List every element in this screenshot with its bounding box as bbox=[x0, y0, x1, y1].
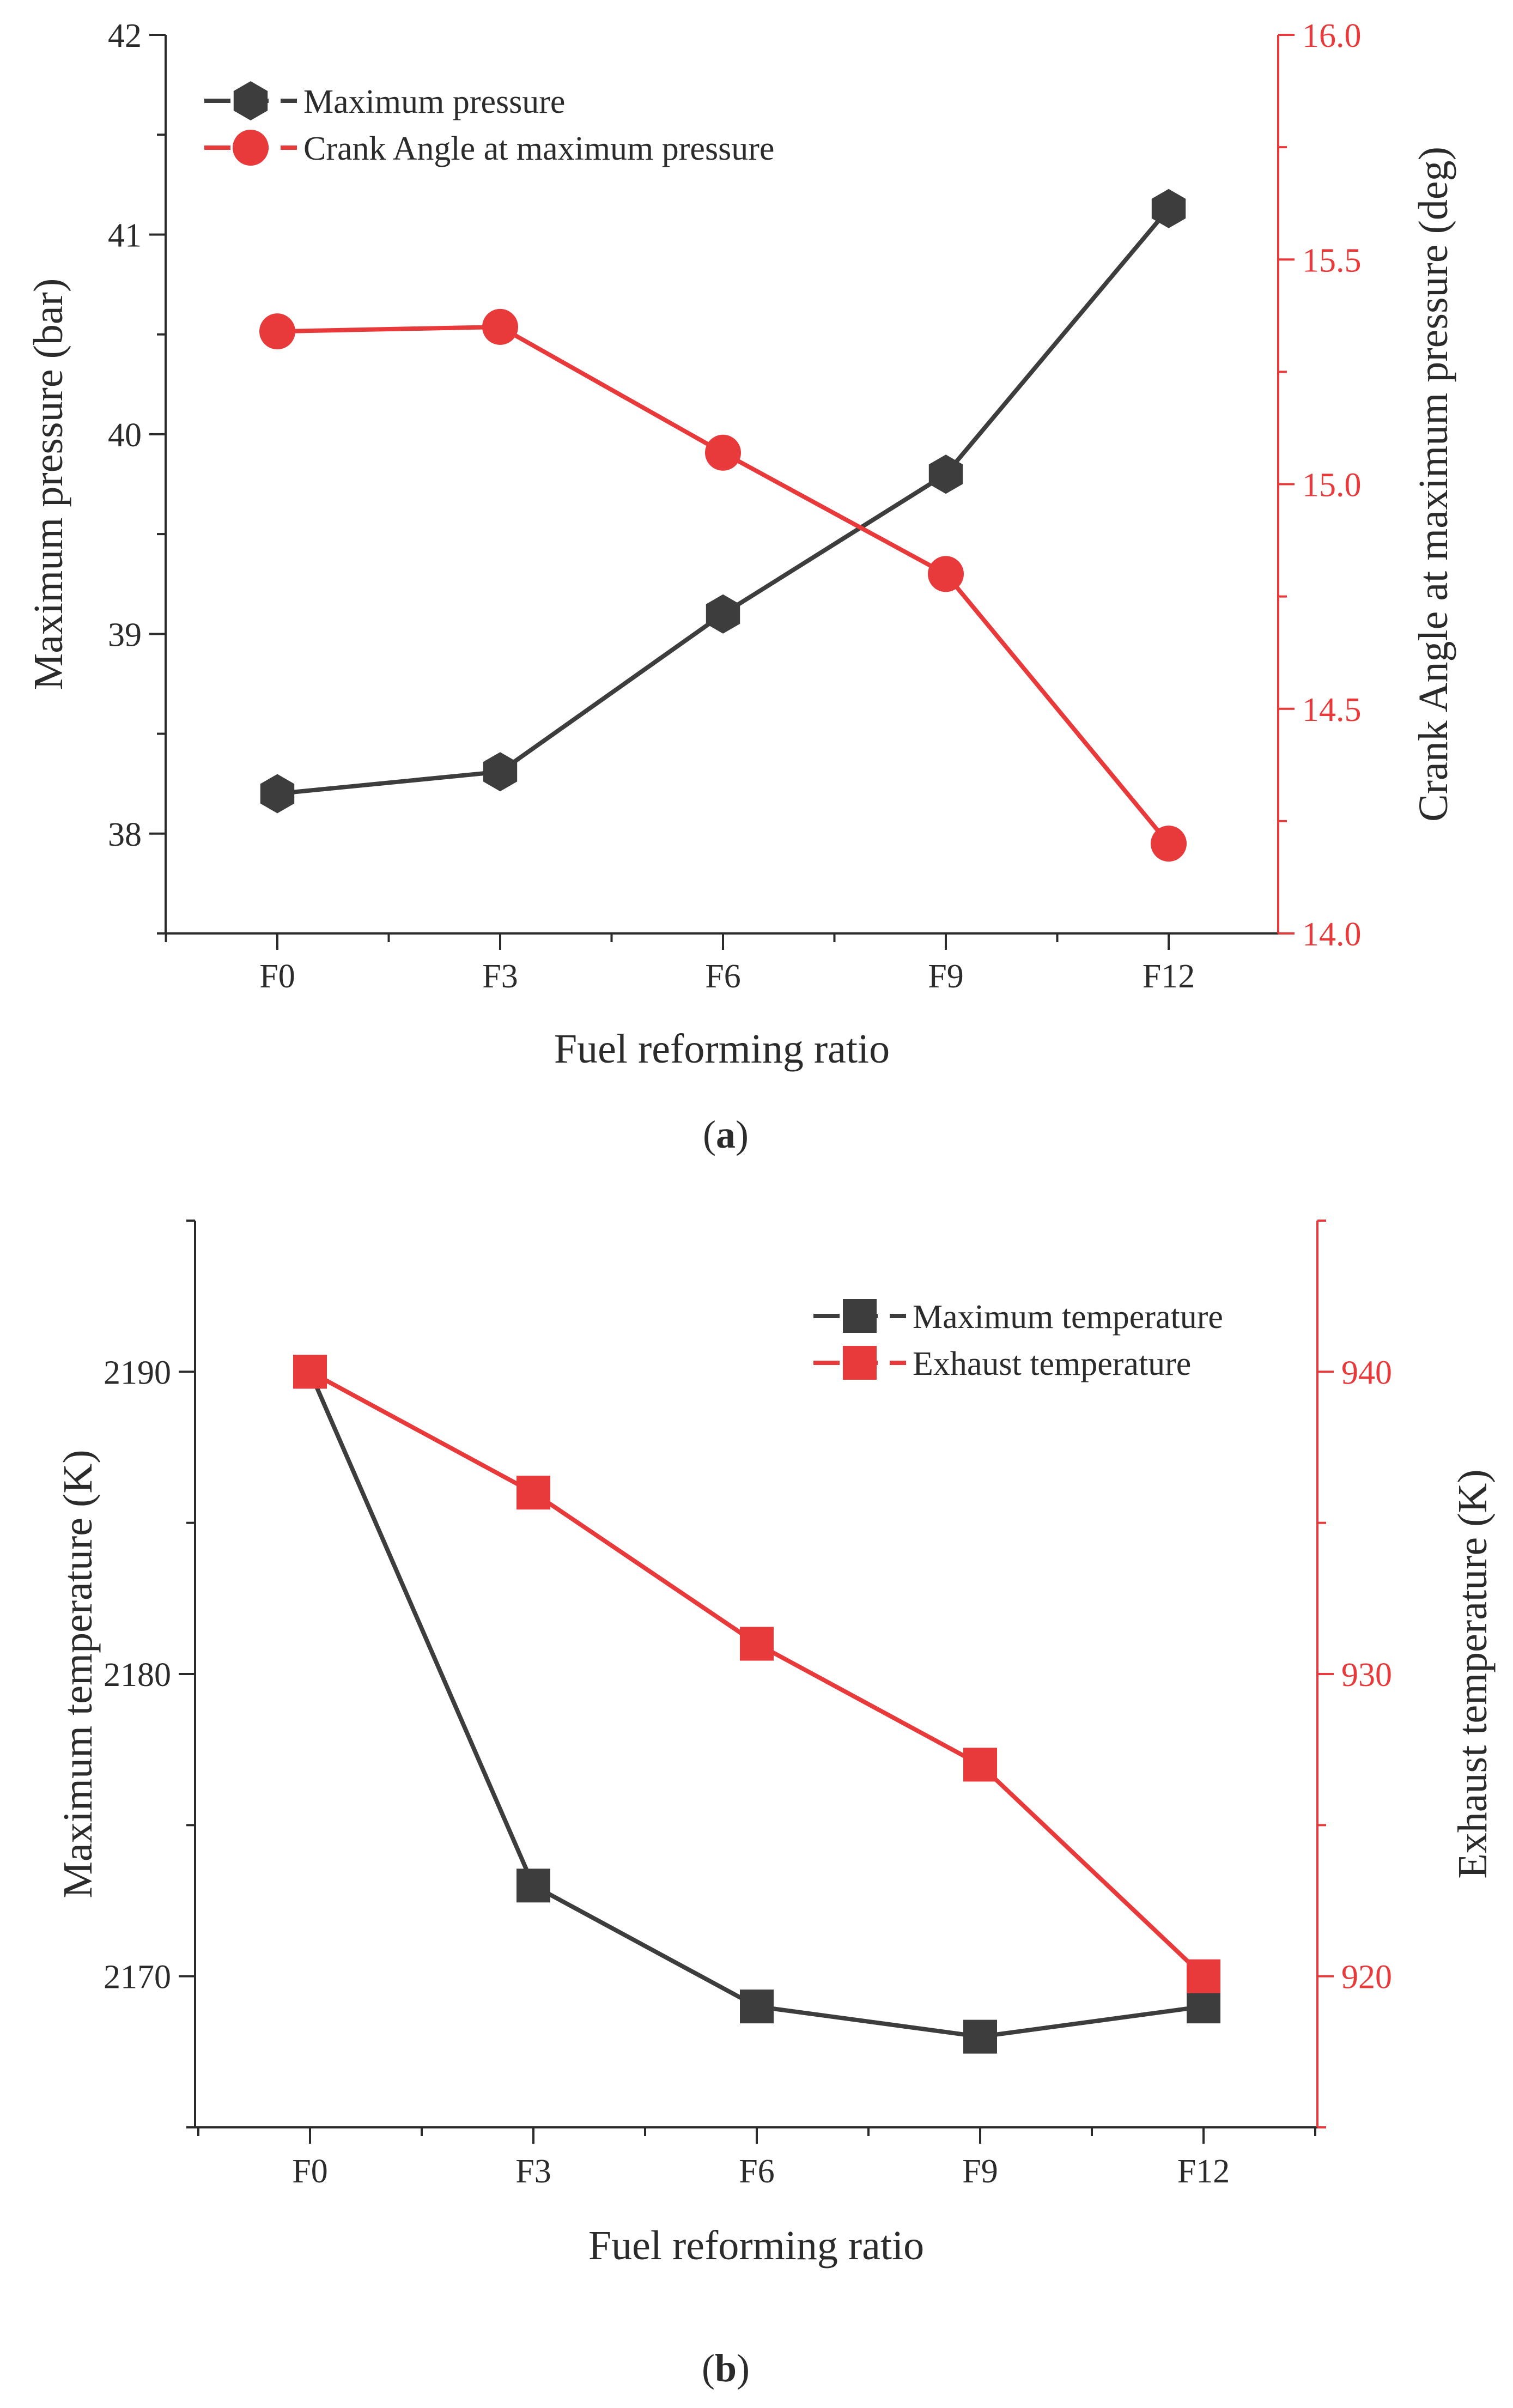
series-line-0 bbox=[277, 207, 1171, 796]
x-tick-label: F12 bbox=[1143, 958, 1195, 995]
y-left-tick-label: 2180 bbox=[104, 1657, 171, 1694]
legend: Maximum pressure Crank Angle at maximum p… bbox=[204, 81, 774, 167]
y-right-tick-label: 16.0 bbox=[1302, 17, 1362, 54]
x-tick-label: F6 bbox=[705, 958, 740, 995]
chart-panel-b: 2170 2180 2190 920 930 940 F0 F3 F6 F9 F12 Maximum … bbox=[55, 1220, 1496, 2390]
legend-marker-0 bbox=[843, 1299, 877, 1333]
y-left-tick-label: 2170 bbox=[104, 1959, 171, 1996]
panel-label: (a) bbox=[703, 1113, 749, 1156]
y-right-axis-label: Crank Angle at maximum pressure (deg) bbox=[1411, 147, 1456, 822]
x-axis-label: Fuel reforming ratio bbox=[554, 1026, 890, 1072]
legend-marker-1 bbox=[233, 130, 269, 166]
y-left-axis-label: Maximum temperature (K) bbox=[55, 1449, 101, 1898]
legend-label-0: Maximum pressure bbox=[303, 83, 565, 120]
x-tick-label: F3 bbox=[515, 2153, 551, 2190]
data-point-1-0 bbox=[259, 313, 295, 350]
y-right-tick-label: 14.5 bbox=[1302, 692, 1362, 729]
data-point-0-2 bbox=[706, 594, 740, 634]
legend-label-0: Maximum temperature bbox=[913, 1299, 1223, 1336]
data-point-1-0 bbox=[293, 1355, 327, 1389]
data-point-1-2 bbox=[740, 1627, 774, 1661]
data-point-0-4 bbox=[1187, 1990, 1220, 2024]
data-point-0-3 bbox=[963, 2019, 997, 2054]
data-point-1-4 bbox=[1187, 1959, 1220, 1993]
y-left-axis-label: Maximum pressure (bar) bbox=[26, 278, 71, 690]
x-axis-label: Fuel reforming ratio bbox=[588, 2223, 924, 2269]
y-left-tick-label: 2190 bbox=[104, 1354, 171, 1391]
y-left-tick-label: 39 bbox=[108, 616, 142, 653]
data-point-0-0 bbox=[260, 774, 295, 814]
y-left-tick-label: 41 bbox=[108, 217, 142, 254]
data-point-0-1 bbox=[483, 752, 518, 792]
legend-label-1: Exhaust temperature bbox=[913, 1345, 1191, 1382]
legend-marker-0 bbox=[233, 81, 268, 120]
data-point-1-4 bbox=[1151, 826, 1187, 862]
x-tick-label: F0 bbox=[259, 958, 295, 995]
panel-label: (b) bbox=[702, 2346, 750, 2390]
y-left-tick-label: 40 bbox=[108, 417, 142, 454]
x-tick-label: F6 bbox=[739, 2153, 774, 2190]
y-right-tick-label: 920 bbox=[1341, 1959, 1392, 1996]
data-point-1-3 bbox=[963, 1748, 997, 1782]
y-left-tick-label: 38 bbox=[108, 816, 142, 853]
data-point-0-2 bbox=[740, 1990, 774, 2024]
legend: Maximum temperature Exhaust temperature bbox=[813, 1299, 1223, 1382]
data-point-1-3 bbox=[928, 556, 964, 592]
y-right-tick-label: 930 bbox=[1341, 1657, 1392, 1694]
series-line-1 bbox=[309, 1369, 1205, 1978]
legend-marker-1 bbox=[843, 1346, 877, 1380]
chart-panel-a: 38 39 40 41 42 14.0 14.5 15.0 15.5 16.0 F0 F3 F6 F9 F1… bbox=[26, 17, 1456, 1156]
y-right-tick-label: 940 bbox=[1341, 1354, 1392, 1391]
legend-label-1: Crank Angle at maximum pressure bbox=[303, 130, 774, 167]
data-point-0-1 bbox=[517, 1869, 550, 1903]
data-point-0-4 bbox=[1151, 189, 1186, 228]
x-tick-label: F0 bbox=[292, 2153, 327, 2190]
y-right-tick-label: 14.0 bbox=[1302, 916, 1362, 953]
y-left-tick-label: 42 bbox=[108, 17, 142, 54]
y-right-axis-label: Exhaust temperature (K) bbox=[1450, 1469, 1496, 1878]
data-point-0-3 bbox=[928, 454, 963, 494]
x-tick-label: F9 bbox=[962, 2153, 998, 2190]
data-point-1-2 bbox=[705, 434, 741, 471]
x-tick-label: F9 bbox=[928, 958, 963, 995]
x-tick-label: F12 bbox=[1177, 2153, 1230, 2190]
y-right-tick-label: 15.5 bbox=[1302, 242, 1362, 279]
data-point-1-1 bbox=[517, 1476, 550, 1510]
series-line-1 bbox=[277, 324, 1171, 845]
x-tick-label: F3 bbox=[482, 958, 518, 995]
y-right-tick-label: 15.0 bbox=[1302, 467, 1362, 504]
series-line-0 bbox=[308, 1370, 1204, 2039]
data-point-1-1 bbox=[482, 308, 518, 345]
